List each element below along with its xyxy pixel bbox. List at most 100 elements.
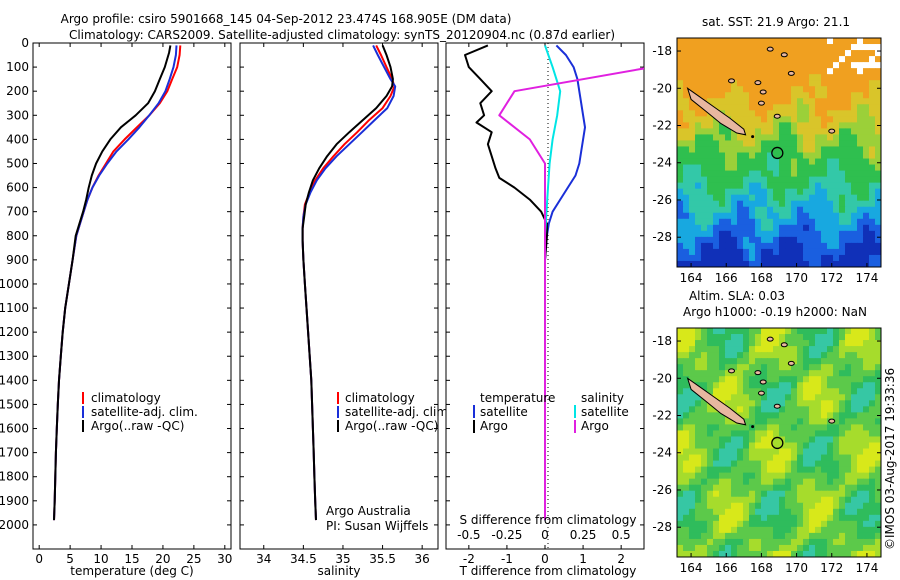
map-cell	[731, 472, 738, 480]
map-cell	[803, 260, 810, 267]
map-cell	[755, 388, 762, 395]
map-cell	[779, 212, 786, 220]
map-cell	[779, 526, 786, 534]
map-cell	[713, 496, 720, 504]
map-cell	[803, 466, 810, 474]
map-cell	[851, 116, 858, 123]
map-cell	[785, 508, 792, 516]
salinity-x-label: salinity	[317, 564, 360, 578]
map-cell	[785, 158, 792, 166]
map-cell	[773, 328, 780, 335]
map-cell	[839, 38, 846, 45]
map-cell	[689, 260, 696, 267]
map-cell	[857, 376, 864, 383]
map-cell	[785, 406, 792, 413]
map-cell	[827, 218, 834, 226]
map-cell	[689, 68, 696, 75]
legend-heading-temperature: temperature	[480, 391, 555, 405]
map-cell	[833, 62, 840, 69]
map-cell	[683, 400, 690, 407]
map-cell	[743, 412, 750, 419]
map-cell	[767, 400, 774, 407]
map-cell	[761, 328, 768, 335]
map-cell	[731, 514, 738, 522]
map-cell	[851, 170, 858, 178]
map-cell	[821, 532, 828, 540]
map-cell	[875, 502, 881, 510]
map-cell	[743, 212, 750, 220]
small-island	[780, 52, 788, 58]
map-cell	[857, 436, 864, 443]
map-cell	[875, 484, 881, 492]
map-cell	[815, 188, 822, 196]
map-cell	[683, 412, 690, 419]
map-cell	[857, 520, 864, 528]
map-cell	[833, 218, 840, 226]
map-cell	[719, 550, 726, 557]
map-cell	[839, 140, 846, 147]
map-cell	[857, 466, 864, 474]
map-cell	[803, 74, 810, 81]
map-cell	[707, 418, 714, 425]
map-cell	[701, 206, 708, 214]
map-cell	[857, 44, 864, 51]
map-cell	[857, 92, 864, 99]
map-cell	[809, 50, 816, 57]
map-cell	[695, 116, 702, 123]
map-cell	[785, 526, 792, 534]
map-cell	[791, 400, 798, 407]
map-cell	[839, 364, 846, 371]
map-cell	[719, 358, 726, 365]
map-cell	[803, 212, 810, 220]
map-cell	[755, 62, 762, 69]
map-cell	[821, 200, 828, 208]
map-cell	[845, 376, 852, 383]
map-cell	[839, 460, 846, 468]
map-cell	[857, 526, 864, 534]
map-cell	[767, 206, 774, 214]
map-cell	[683, 74, 690, 81]
map-cell	[767, 544, 774, 552]
map-cell	[683, 382, 690, 389]
map-cell	[749, 44, 756, 51]
map-cell	[767, 376, 774, 383]
map-cell	[869, 56, 876, 63]
map-cell	[875, 224, 881, 232]
map-cell	[815, 544, 822, 552]
map-cell	[815, 550, 822, 557]
map-cell	[827, 502, 834, 510]
map-cell	[707, 206, 714, 214]
map-cell	[677, 418, 684, 425]
map-cell	[827, 176, 834, 184]
map-cell	[689, 544, 696, 552]
map-cell	[833, 194, 840, 202]
map-cell	[683, 182, 690, 190]
map-cell	[845, 388, 852, 395]
map-cell	[791, 370, 798, 377]
map-cell	[803, 454, 810, 462]
map-cell	[749, 328, 756, 335]
map-cell	[797, 254, 804, 262]
map-cell	[785, 490, 792, 498]
map-cell	[863, 98, 870, 105]
map-cell	[701, 334, 708, 341]
map-cell	[701, 436, 708, 443]
map-cell	[683, 508, 690, 516]
map-cell	[725, 104, 732, 111]
map-cell	[725, 358, 732, 365]
map-cell	[773, 352, 780, 359]
map-cell	[677, 346, 684, 353]
map-cell	[797, 50, 804, 57]
map-cell	[875, 188, 881, 196]
map-cell	[749, 260, 756, 267]
map-cell	[719, 134, 726, 141]
map-cell	[779, 98, 786, 105]
map-cell	[803, 352, 810, 359]
map-cell	[707, 328, 714, 335]
map-cell	[833, 460, 840, 468]
map-cell	[845, 50, 852, 57]
map-cell	[815, 254, 822, 262]
map-cell	[779, 406, 786, 413]
map-cell	[761, 86, 768, 93]
map-cell	[779, 74, 786, 81]
